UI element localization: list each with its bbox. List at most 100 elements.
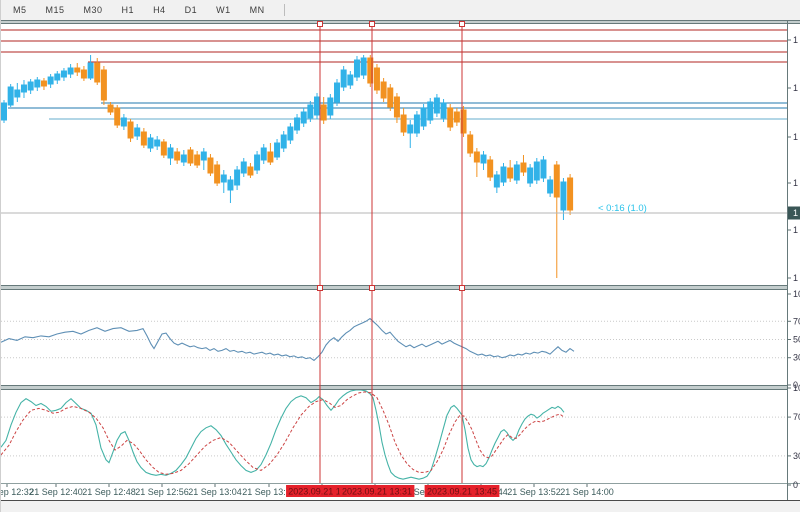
candle-body [274, 142, 281, 158]
candle-body [160, 141, 167, 156]
candle-body [387, 87, 394, 108]
vertical-line-handle [317, 285, 323, 291]
timeframe-button-h1[interactable]: H1 [121, 5, 135, 15]
time-label: 21 Sep 12:48 [82, 487, 136, 497]
timeframe-button-w1[interactable]: W1 [216, 5, 231, 15]
candle-body [280, 134, 287, 149]
time-label: 21 Sep 12:32 [1, 487, 34, 497]
price-tick-label: 1 [793, 273, 798, 283]
highlighted-time-label-bg [286, 485, 348, 497]
vertical-line-handle [317, 21, 323, 27]
stochastic-signal-line [1, 391, 565, 475]
price-tick-label: 1 [793, 35, 798, 45]
stoch-axis-label: 100 [793, 383, 800, 393]
candle-body [194, 154, 201, 166]
timeframe-button-mn[interactable]: MN [249, 5, 265, 15]
candle-body [533, 161, 540, 181]
candle-body [174, 151, 181, 161]
candle-body [94, 62, 101, 83]
candle-body [114, 107, 121, 126]
candle-body [240, 161, 247, 174]
timeframe-button-m5[interactable]: M5 [13, 5, 27, 15]
candle-body [20, 84, 27, 93]
candle-body [567, 177, 574, 211]
time-label: 21 Sep 13:12 [242, 487, 296, 497]
candle-body [140, 131, 147, 146]
candle-body [147, 137, 154, 149]
time-label: 21 Sep 13:04 [188, 487, 242, 497]
candle-body [187, 149, 194, 164]
stoch-axis-label: 70 [793, 412, 800, 422]
candle-body [400, 114, 407, 133]
vertical-line-handle [369, 21, 375, 27]
candle-body [254, 154, 261, 171]
time-label: 21 Sep 14:00 [560, 487, 614, 497]
price-tick-label: 1 [793, 225, 798, 235]
timeframe-button-m30[interactable]: M30 [83, 5, 103, 15]
candle-body [520, 162, 527, 173]
candle-body [74, 67, 81, 73]
price-tick-label: 1 [793, 178, 798, 188]
timeframe-button-d1[interactable]: D1 [184, 5, 198, 15]
candle-body [1, 102, 7, 121]
candle-body [180, 154, 187, 163]
trade-annotation: < 0:16 (1.0) [598, 203, 647, 214]
candle-body [440, 102, 447, 119]
candle-body [327, 97, 334, 116]
candle-body [40, 80, 47, 87]
candle-body [314, 96, 321, 116]
candle-body [367, 57, 374, 84]
candle-body [154, 139, 161, 147]
candle-body [393, 96, 400, 118]
candle-body [560, 181, 567, 211]
price-tick-label: 1 [793, 83, 798, 93]
candle-body [553, 164, 560, 198]
candle-body [214, 164, 221, 184]
candle-body [540, 159, 547, 179]
vertical-line-handle [369, 285, 375, 291]
candle-body [527, 167, 534, 184]
time-label: 21 Sep 12:40 [29, 487, 83, 497]
candle-body [260, 147, 267, 161]
candle-body [334, 82, 340, 103]
candle-body [340, 69, 347, 88]
highlighted-time-label-bg [424, 485, 500, 497]
price-scale-gutter [788, 24, 800, 483]
candle-body [120, 117, 127, 127]
stochastic-main-line [1, 389, 565, 480]
timeframe-button-m15[interactable]: M15 [45, 5, 65, 15]
candle-body [287, 126, 294, 141]
candle-body [107, 104, 114, 113]
current-price-label: 1 [793, 208, 798, 218]
time-label: 21 Sep 13:52 [507, 487, 561, 497]
candle-body [487, 159, 494, 178]
candle-body [320, 104, 327, 121]
timeframe-button-h4[interactable]: H4 [153, 5, 166, 15]
time-label: 21 Sep 12:56 [135, 487, 189, 497]
rsi-axis-label: 70 [793, 316, 800, 326]
candle-body [427, 101, 434, 121]
candle-body [267, 151, 274, 163]
candle-body [360, 57, 367, 76]
candle-body [373, 67, 380, 91]
candle-body [480, 154, 487, 164]
candle-body [87, 62, 94, 79]
candle-body [353, 59, 360, 78]
vertical-line-handle [459, 21, 465, 27]
candle-body [493, 174, 500, 188]
candle-body [134, 127, 141, 137]
highlighted-time-label: 2023.09.21 13 [288, 487, 346, 497]
highlighted-time-label: 2023.09.21 13:45 [427, 487, 497, 497]
candle-body [100, 69, 107, 101]
candle-body [307, 104, 314, 119]
bottom-strip [1, 501, 800, 512]
candle-body [413, 114, 420, 134]
timeframe-toolbar: M5 M15 M30 H1 H4 D1 W1 MN [1, 0, 800, 20]
candle-body [247, 166, 254, 176]
highlighted-time-label: 2023.09.21 13:31 [342, 487, 412, 497]
toolbar-separator [283, 4, 285, 16]
panel-border [1, 285, 800, 290]
candle-body [473, 151, 480, 163]
candle-body [433, 97, 440, 114]
